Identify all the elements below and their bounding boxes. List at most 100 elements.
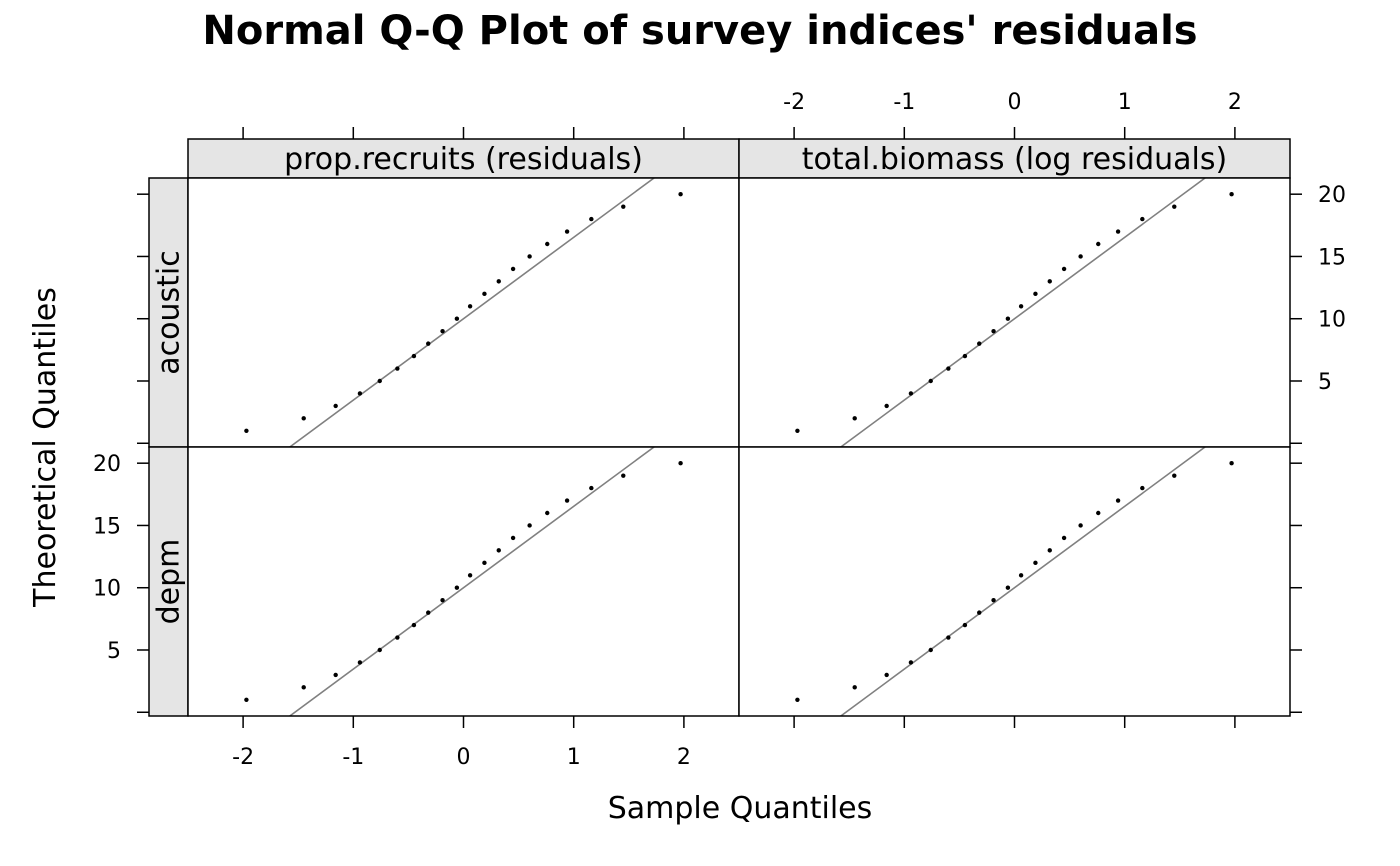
data-point bbox=[1115, 229, 1121, 234]
data-point bbox=[395, 635, 400, 640]
panel-depm-0 bbox=[187, 446, 740, 717]
data-point bbox=[377, 647, 382, 653]
data-point bbox=[244, 428, 249, 434]
data-point bbox=[482, 291, 487, 297]
data-point bbox=[301, 685, 306, 690]
data-point bbox=[1061, 266, 1067, 272]
data-point bbox=[991, 597, 996, 603]
data-point bbox=[244, 697, 249, 703]
panel-background bbox=[739, 447, 1290, 716]
y-tick-label: 20 bbox=[1318, 183, 1346, 208]
data-point bbox=[1033, 560, 1038, 566]
data-point bbox=[962, 622, 968, 628]
data-point bbox=[1140, 485, 1145, 491]
data-point bbox=[564, 229, 570, 234]
x-tick-label: 2 bbox=[677, 745, 691, 770]
data-point bbox=[1078, 523, 1083, 528]
data-point bbox=[510, 535, 516, 541]
data-point bbox=[795, 428, 800, 434]
data-point bbox=[1033, 291, 1038, 297]
strip-label-col-1: total.biomass (log residuals) bbox=[802, 142, 1227, 177]
y-tick-label: 10 bbox=[1318, 308, 1346, 333]
data-point bbox=[411, 353, 417, 359]
y-tick-label: 15 bbox=[1318, 245, 1346, 270]
x-tick-label: -1 bbox=[893, 90, 915, 115]
data-point bbox=[496, 548, 501, 553]
data-point bbox=[564, 498, 570, 503]
strip-label-row-0: acoustic bbox=[152, 250, 187, 374]
x-axis-label: Sample Quantiles bbox=[608, 791, 873, 826]
panel-acoustic-0 bbox=[187, 177, 740, 448]
strip-label-col-0: prop.recruits (residuals) bbox=[284, 142, 643, 177]
data-point bbox=[1115, 498, 1121, 503]
data-point bbox=[357, 391, 363, 396]
data-point bbox=[440, 328, 445, 334]
data-point bbox=[884, 672, 889, 678]
strip-col-1 bbox=[738, 138, 1291, 179]
data-point bbox=[1140, 216, 1145, 222]
data-point bbox=[426, 610, 431, 615]
data-point bbox=[1229, 191, 1234, 197]
x-tick-label: 0 bbox=[1008, 90, 1022, 115]
data-point bbox=[1047, 548, 1052, 553]
chart-title: Normal Q-Q Plot of survey indices' resid… bbox=[202, 8, 1197, 54]
qq-reference-line bbox=[288, 447, 656, 716]
data-point bbox=[545, 510, 550, 516]
x-tick-label: 1 bbox=[1118, 90, 1132, 115]
data-point bbox=[545, 241, 550, 247]
data-point bbox=[1061, 535, 1067, 541]
data-point bbox=[411, 622, 417, 628]
data-point bbox=[467, 573, 473, 578]
data-point bbox=[1005, 585, 1011, 590]
data-point bbox=[908, 660, 914, 665]
panel-grid: prop.recruits (residuals) total.biomass (… bbox=[93, 90, 1346, 770]
data-point bbox=[977, 610, 982, 615]
data-point bbox=[1096, 241, 1101, 247]
panel-depm-1 bbox=[738, 446, 1291, 717]
x-tick-label: -1 bbox=[342, 745, 364, 770]
data-point bbox=[852, 685, 857, 690]
data-point bbox=[527, 254, 532, 259]
y-tick-label: 5 bbox=[107, 639, 121, 664]
data-point bbox=[333, 403, 338, 409]
data-point bbox=[454, 316, 460, 321]
data-point bbox=[946, 366, 951, 371]
x-tick-label: 0 bbox=[457, 745, 471, 770]
data-point bbox=[928, 378, 933, 384]
data-point bbox=[946, 635, 951, 640]
data-point bbox=[589, 216, 594, 222]
strip-col-0 bbox=[187, 138, 740, 179]
data-point bbox=[496, 279, 501, 284]
x-tick-label: 1 bbox=[567, 745, 581, 770]
data-point bbox=[1047, 279, 1052, 284]
panel-background bbox=[188, 447, 739, 716]
data-point bbox=[357, 660, 363, 665]
x-tick-label: -2 bbox=[232, 745, 254, 770]
y-tick-label: 15 bbox=[93, 514, 121, 539]
data-point bbox=[962, 353, 968, 359]
data-point bbox=[1229, 460, 1234, 466]
data-point bbox=[454, 585, 460, 590]
data-point bbox=[1096, 510, 1101, 516]
data-point bbox=[678, 191, 683, 197]
y-tick-label: 10 bbox=[93, 577, 121, 602]
y-tick-label: 20 bbox=[93, 452, 121, 477]
data-point bbox=[301, 416, 306, 421]
data-point bbox=[589, 485, 594, 491]
data-point bbox=[1172, 473, 1177, 478]
data-point bbox=[440, 597, 445, 603]
x-tick-label: -2 bbox=[783, 90, 805, 115]
data-point bbox=[991, 328, 996, 334]
data-point bbox=[795, 697, 800, 703]
data-point bbox=[527, 523, 532, 528]
data-point bbox=[1172, 204, 1177, 209]
data-point bbox=[884, 403, 889, 409]
data-point bbox=[482, 560, 487, 566]
qq-reference-line bbox=[288, 178, 656, 447]
data-point bbox=[621, 204, 626, 209]
data-point bbox=[1078, 254, 1083, 259]
qq-reference-line bbox=[839, 178, 1207, 447]
data-point bbox=[426, 341, 431, 346]
data-point bbox=[395, 366, 400, 371]
